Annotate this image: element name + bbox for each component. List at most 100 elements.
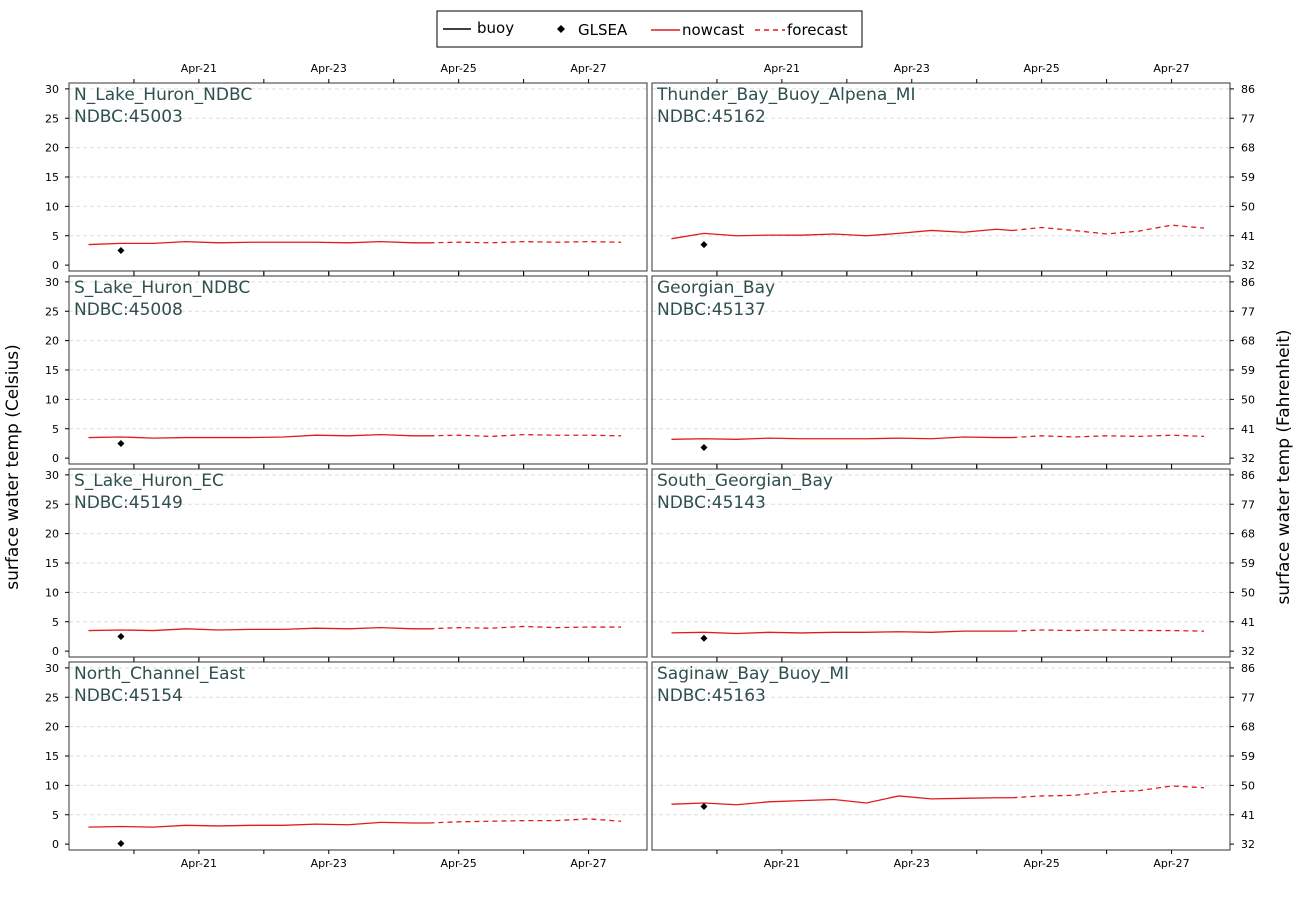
panel-title: N_Lake_Huron_NDBC (74, 85, 252, 105)
y-tick-label: 10 (45, 393, 59, 406)
glsea-point (700, 444, 708, 452)
y-tick-label: 68 (1241, 721, 1255, 734)
x-tick-label: Apr-25 (441, 857, 477, 870)
x-tick-label: Apr-23 (311, 857, 347, 870)
nowcast-line (671, 436, 1013, 440)
panel-station: NDBC:45003 (74, 107, 183, 127)
y-tick-label: 30 (45, 83, 59, 96)
y-tick-label: 50 (1241, 393, 1255, 406)
y-tick-label: 0 (52, 838, 59, 851)
y-tick-label: 59 (1241, 557, 1255, 570)
y-tick-label: 5 (52, 230, 59, 243)
y-tick-label: 86 (1241, 83, 1255, 96)
y-tick-label: 25 (45, 305, 59, 318)
y-tick-label: 32 (1241, 452, 1255, 465)
y-tick-label: 77 (1241, 498, 1255, 511)
panels-grid: 0 5 10 15 20 25 30 Apr-21 Apr-23 Apr-25 Apr-27 N_La… (45, 62, 1255, 870)
y-tick-label: 25 (45, 112, 59, 125)
y-tick-label: 59 (1241, 750, 1255, 763)
y-tick-label: 10 (45, 779, 59, 792)
y-tick-label: 41 (1241, 809, 1255, 822)
legend-forecast-label: forecast (787, 21, 848, 39)
panel-South_Georgian_Bay: 32 41 50 59 68 77 86 South_Georgian_BayNDBC:451… (651, 465, 1255, 661)
y-tick-label: 77 (1241, 691, 1255, 704)
y-tick-label: 50 (1241, 586, 1255, 599)
x-tick-label: Apr-27 (570, 857, 606, 870)
panel-title: Georgian_Bay (657, 278, 775, 298)
x-tick-label: Apr-27 (1153, 857, 1189, 870)
x-tick-label: Apr-27 (570, 62, 606, 75)
panel-station: NDBC:45137 (657, 300, 766, 320)
right-axis-label: surface water temp (Fahrenheit) (1274, 329, 1294, 604)
y-tick-label: 41 (1241, 616, 1255, 629)
y-tick-label: 50 (1241, 779, 1255, 792)
x-tick-label: Apr-21 (764, 62, 800, 75)
y-tick-label: 32 (1241, 259, 1255, 272)
left-axis-label: surface water temp (Celsius) (3, 344, 23, 589)
y-tick-label: 25 (45, 498, 59, 511)
y-tick-label: 25 (45, 691, 59, 704)
x-tick-label: Apr-21 (764, 857, 800, 870)
forecast-line (429, 625, 622, 630)
legend-glsea-swatch (557, 25, 565, 33)
nowcast-line (88, 240, 430, 246)
y-tick-label: 10 (45, 200, 59, 213)
forecast-line (1012, 434, 1205, 439)
panel-Thunder_Bay_Buoy_Alpena_MI: 32 41 50 59 68 77 86 Apr-21 Apr-23 Apr-25 Apr-27 Th… (651, 62, 1255, 275)
y-tick-label: 5 (52, 809, 59, 822)
nowcast-line (671, 795, 1013, 806)
panel-title: Saginaw_Bay_Buoy_MI (657, 664, 849, 684)
forecast-line (1012, 629, 1205, 632)
glsea-point (117, 246, 125, 254)
y-tick-label: 20 (45, 142, 59, 155)
forecast-line (429, 433, 622, 438)
nowcast-line (671, 228, 1013, 240)
forecast-line (429, 240, 622, 244)
forecast-line (429, 818, 622, 824)
panel-station: NDBC:45162 (657, 107, 766, 127)
y-tick-label: 77 (1241, 305, 1255, 318)
legend-glsea-label: GLSEA (578, 21, 628, 39)
y-tick-label: 68 (1241, 335, 1255, 348)
y-tick-label: 41 (1241, 230, 1255, 243)
y-tick-label: 68 (1241, 528, 1255, 541)
y-tick-label: 86 (1241, 469, 1255, 482)
y-tick-label: 5 (52, 616, 59, 629)
y-tick-label: 15 (45, 750, 59, 763)
legend: buoy GLSEA nowcast forecast (436, 10, 863, 48)
nowcast-line (671, 630, 1013, 635)
nowcast-line (88, 626, 430, 632)
panel-title: South_Georgian_Bay (657, 471, 833, 491)
panel-title: S_Lake_Huron_EC (74, 471, 224, 491)
panel-station: NDBC:45149 (74, 493, 183, 513)
y-tick-label: 77 (1241, 112, 1255, 125)
panel-title: North_Channel_East (74, 664, 245, 684)
legend-buoy-label: buoy (477, 19, 514, 37)
y-tick-label: 32 (1241, 645, 1255, 658)
x-tick-label: Apr-23 (894, 857, 930, 870)
panel-title: S_Lake_Huron_NDBC (74, 278, 250, 298)
panel-N_Lake_Huron_NDBC: 0 5 10 15 20 25 30 Apr-21 Apr-23 Apr-25 Apr-27 N_La… (45, 62, 648, 275)
glsea-point (117, 439, 125, 447)
panel-Saginaw_Bay_Buoy_MI: 32 41 50 59 68 77 86 Apr-21 Apr-23 Apr-25 Apr-27 Sa… (651, 658, 1255, 870)
y-tick-label: 32 (1241, 838, 1255, 851)
forecast-line (1012, 224, 1205, 235)
y-tick-label: 20 (45, 721, 59, 734)
legend-box (436, 10, 863, 48)
y-tick-label: 20 (45, 335, 59, 348)
nowcast-line (88, 821, 430, 828)
y-tick-label: 59 (1241, 171, 1255, 184)
panel-station: NDBC:45143 (657, 493, 766, 513)
x-tick-label: Apr-25 (1024, 857, 1060, 870)
y-tick-label: 50 (1241, 200, 1255, 213)
x-tick-label: Apr-21 (181, 62, 217, 75)
y-tick-label: 5 (52, 423, 59, 436)
y-tick-label: 30 (45, 276, 59, 289)
panel-North_Channel_East: 0 5 10 15 20 25 30 Apr-21 Apr-23 Apr-25 Apr-27 Nort… (45, 658, 648, 870)
glsea-point (117, 840, 125, 848)
y-tick-label: 0 (52, 452, 59, 465)
glsea-point (117, 632, 125, 640)
